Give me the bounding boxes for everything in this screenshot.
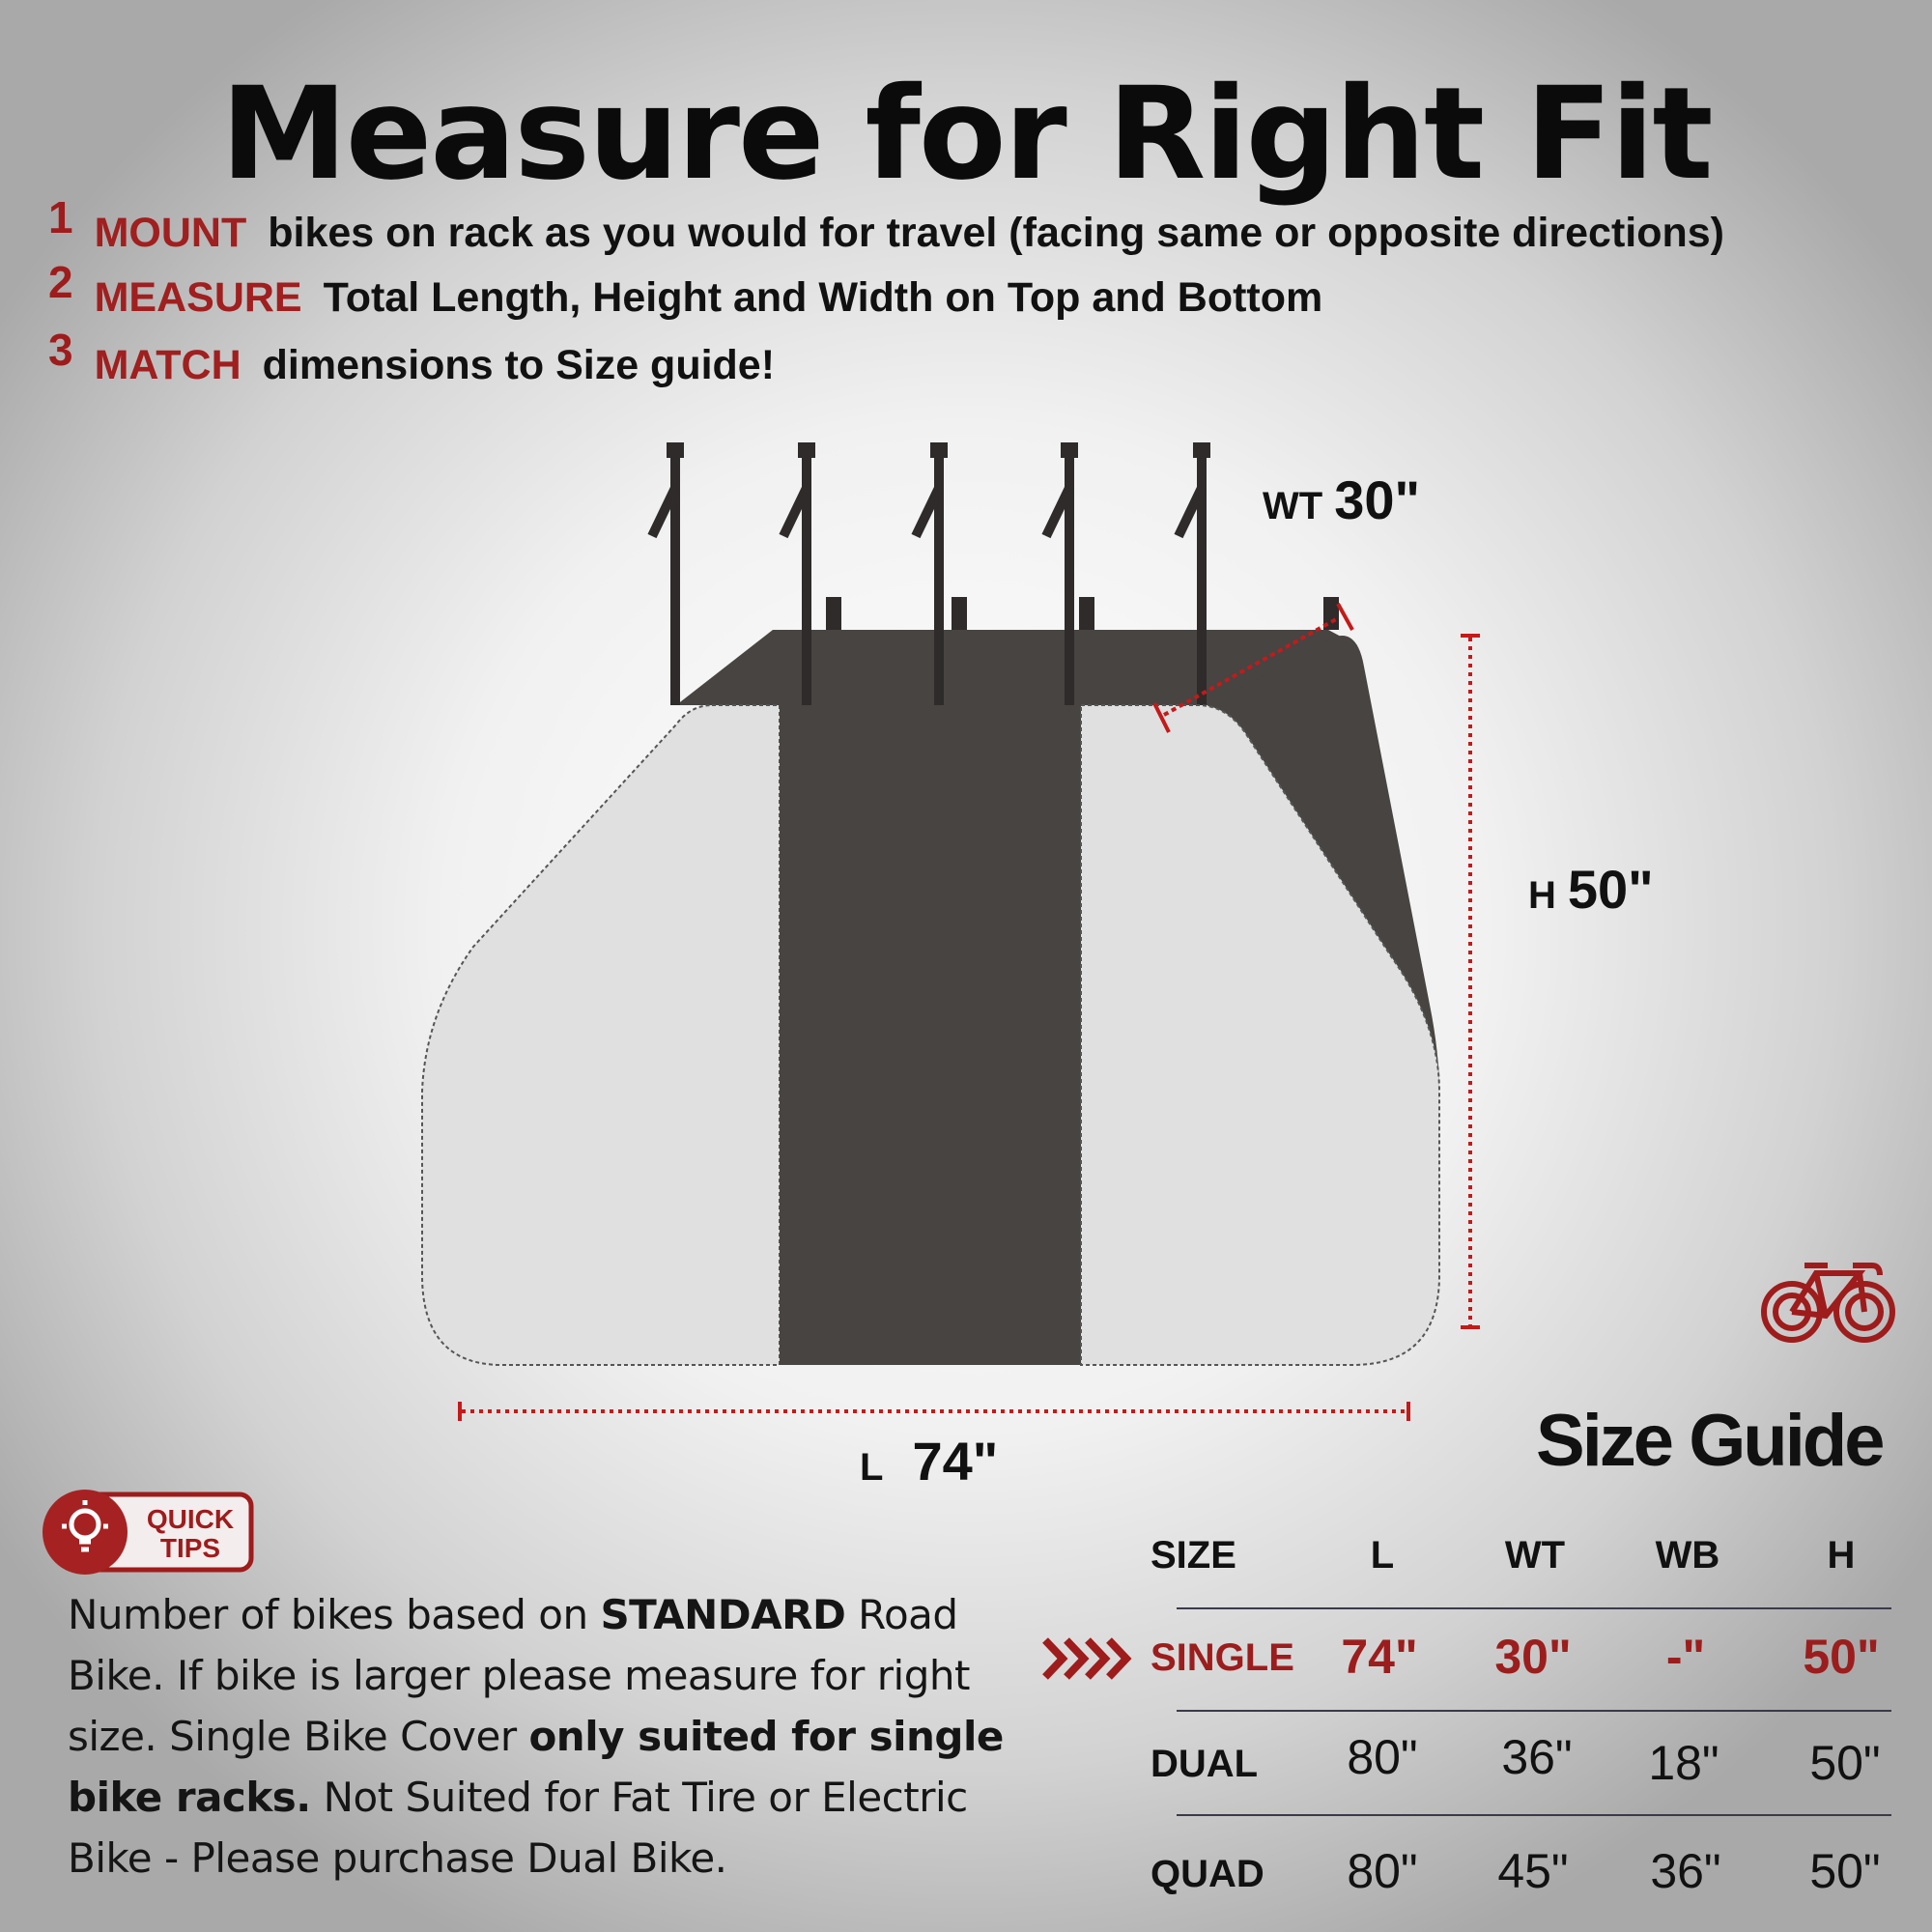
cell-wb: -" [1665,1630,1706,1684]
wt-measure-line [1152,603,1354,733]
page-title: Measure for Right Fit [220,60,1713,209]
step-text: Total Length, Height and Width on Top an… [323,274,1323,321]
cell-wt: 45" [1497,1844,1569,1898]
cover-dark-stripe [780,705,1081,1365]
bike-rack [647,442,1362,705]
cover-light-right [1080,704,1440,1366]
row-size: QUAD [1151,1853,1264,1895]
cell-l: 74" [1341,1630,1418,1684]
row-size: DUAL [1151,1743,1259,1785]
step-measure: 2 MEASURE Total Length, Height and Width o… [48,257,1323,322]
step-match: 3 MATCH dimensions to Size guide! [48,325,776,389]
step-number: 2 [48,257,73,307]
quick-tips-badge: QUICK TIPS [43,1490,254,1575]
quick-tips-text: Number of bikes based on STANDARD Road B… [68,1584,1034,1889]
step-number: 3 [48,325,73,375]
step-text: dimensions to Size guide! [262,342,776,388]
l-label: L 74" [860,1430,998,1492]
wt-label: WT 30" [1263,469,1420,531]
col-header-size: SIZE [1151,1534,1236,1577]
step-keyword: MOUNT [94,210,247,256]
dim-value: 74" [912,1431,999,1492]
cell-l: 80" [1347,1730,1418,1784]
divider [1177,1814,1891,1816]
size-guide-title: Size Guide [1536,1400,1886,1482]
cover-light-left [421,704,781,1366]
dim-unit: L [860,1446,884,1489]
dim-unit: WT [1263,485,1323,527]
bicycle-icon [1761,1263,1895,1343]
cell-wt: 30" [1494,1630,1572,1684]
dim-value: 30" [1334,469,1421,530]
badge-line2: TIPS [160,1533,220,1563]
cell-wb: 36" [1650,1844,1721,1898]
dim-unit: H [1528,874,1556,917]
cell-wt: 36" [1501,1730,1573,1784]
step-keyword: MEASURE [94,274,302,321]
cell-h: 50" [1809,1736,1881,1790]
h-label: H 50" [1528,858,1654,921]
tips-text: Number of bikes based on [68,1591,601,1638]
length-measure-line [458,1402,1410,1421]
col-header-wb: WB [1655,1534,1720,1577]
cell-l: 80" [1347,1844,1418,1898]
cell-h: 50" [1809,1844,1881,1898]
step-keyword: MATCH [94,342,242,388]
divider [1177,1710,1891,1712]
cell-h: 50" [1803,1630,1880,1684]
divider [1177,1607,1891,1609]
col-header-h: H [1827,1534,1856,1577]
step-text: bikes on rack as you would for travel (f… [268,210,1724,256]
col-header-l: L [1370,1534,1395,1577]
col-header-wt: WT [1504,1534,1566,1577]
chevrons-right-icon [1042,1637,1132,1680]
dim-value: 50" [1567,859,1654,920]
cell-wb: 18" [1648,1736,1719,1790]
row-size: SINGLE [1151,1636,1294,1679]
tips-text: Road Bike. If bike is larger please meas… [68,1591,970,1760]
step-number: 1 [48,192,73,242]
tips-bold: STANDARD [600,1591,846,1638]
lightbulb-icon [62,1500,108,1552]
step-mount: 1 MOUNT bikes on rack as you would for tra… [48,192,1724,257]
badge-line1: QUICK [147,1504,234,1534]
height-measure-line [1461,634,1480,1329]
tips-bold: only suited for single bike racks. [68,1713,1004,1821]
tips-text: Not Suited for Fat Tire or Electric Bike… [68,1774,968,1882]
